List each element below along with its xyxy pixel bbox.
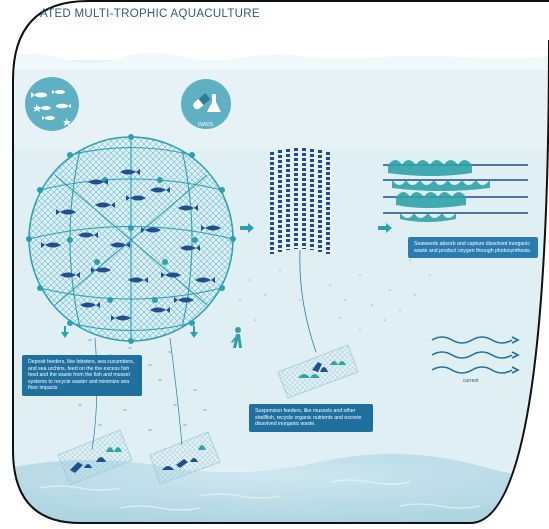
seaweed-lines (383, 160, 528, 222)
mussel-lines (268, 148, 332, 353)
water-surface (12, 52, 549, 70)
seaweeds-caption: Seaweeds absorb and capture dissolved in… (408, 237, 538, 259)
particle-cloud (239, 259, 431, 331)
inads-label: INADS (198, 122, 214, 128)
current-label: current (463, 378, 479, 384)
suspension-feeders-caption: Suspension feeders, like mussels and oth… (249, 404, 373, 432)
arrow-right-2 (378, 223, 392, 233)
tether-lines (91, 337, 183, 451)
arrow-down-2 (190, 326, 198, 338)
fish-species-icon (25, 77, 79, 131)
floor-cage-left (57, 429, 133, 486)
flow-arrows (61, 223, 392, 338)
deposit-feeders-caption: Deposit feeders, like lobsters, sea cucu… (22, 355, 142, 396)
inads-icon (181, 79, 231, 129)
floor-ripples (39, 479, 481, 511)
fish-school (41, 169, 221, 321)
floor-cage-right (149, 431, 221, 485)
current-waves (431, 336, 520, 374)
fish-pen-sphere (26, 134, 236, 344)
rounded-frame (12, 0, 549, 525)
diver-figure (231, 327, 242, 348)
arrow-down-1 (61, 326, 69, 338)
arrow-right-1 (240, 223, 254, 233)
suspension-cage (277, 344, 359, 399)
page-title: ATED MULTI-TROPHIC AQUACULTURE (40, 8, 260, 20)
